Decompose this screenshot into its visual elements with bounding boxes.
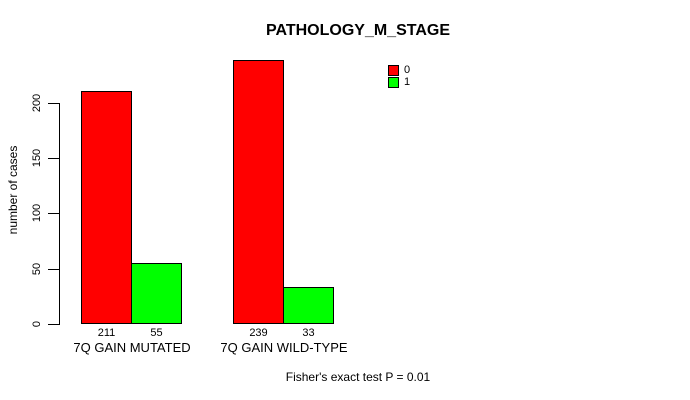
annotation-text: Fisher's exact test P = 0.01 xyxy=(285,370,431,384)
bar-series-1 xyxy=(131,263,182,324)
y-axis-line xyxy=(59,102,60,325)
category-label: 7Q GAIN WILD-TYPE xyxy=(220,340,348,355)
y-tick-label: 100 xyxy=(31,204,43,223)
category-label: 7Q GAIN MUTATED xyxy=(73,340,191,355)
legend-label: 0 xyxy=(404,64,411,76)
y-axis-tick xyxy=(48,158,59,159)
bar-series-1 xyxy=(283,287,334,324)
legend-swatch-1 xyxy=(388,77,399,88)
y-tick-label: 50 xyxy=(31,262,43,275)
bar-series-0 xyxy=(81,90,132,324)
bar-value-label: 211 xyxy=(97,327,116,339)
legend-item: 0 xyxy=(388,65,410,76)
y-tick-label: 0 xyxy=(31,320,43,328)
y-tick-label: 150 xyxy=(31,148,43,168)
chart-title: PATHOLOGY_M_STAGE xyxy=(265,22,450,39)
legend-label: 1 xyxy=(404,76,411,88)
y-tick-label: 200 xyxy=(31,93,43,112)
bar-value-label: 33 xyxy=(302,327,315,339)
bar-value-label: 55 xyxy=(150,327,163,339)
y-axis-tick xyxy=(48,213,59,215)
legend-item: 1 xyxy=(388,77,410,88)
y-axis-tick xyxy=(48,268,59,270)
y-axis-tick xyxy=(48,324,59,325)
bar-series-0 xyxy=(233,59,284,324)
legend-swatch-0 xyxy=(388,65,399,76)
bar-value-label: 239 xyxy=(249,327,268,339)
y-axis-tick xyxy=(48,102,59,104)
